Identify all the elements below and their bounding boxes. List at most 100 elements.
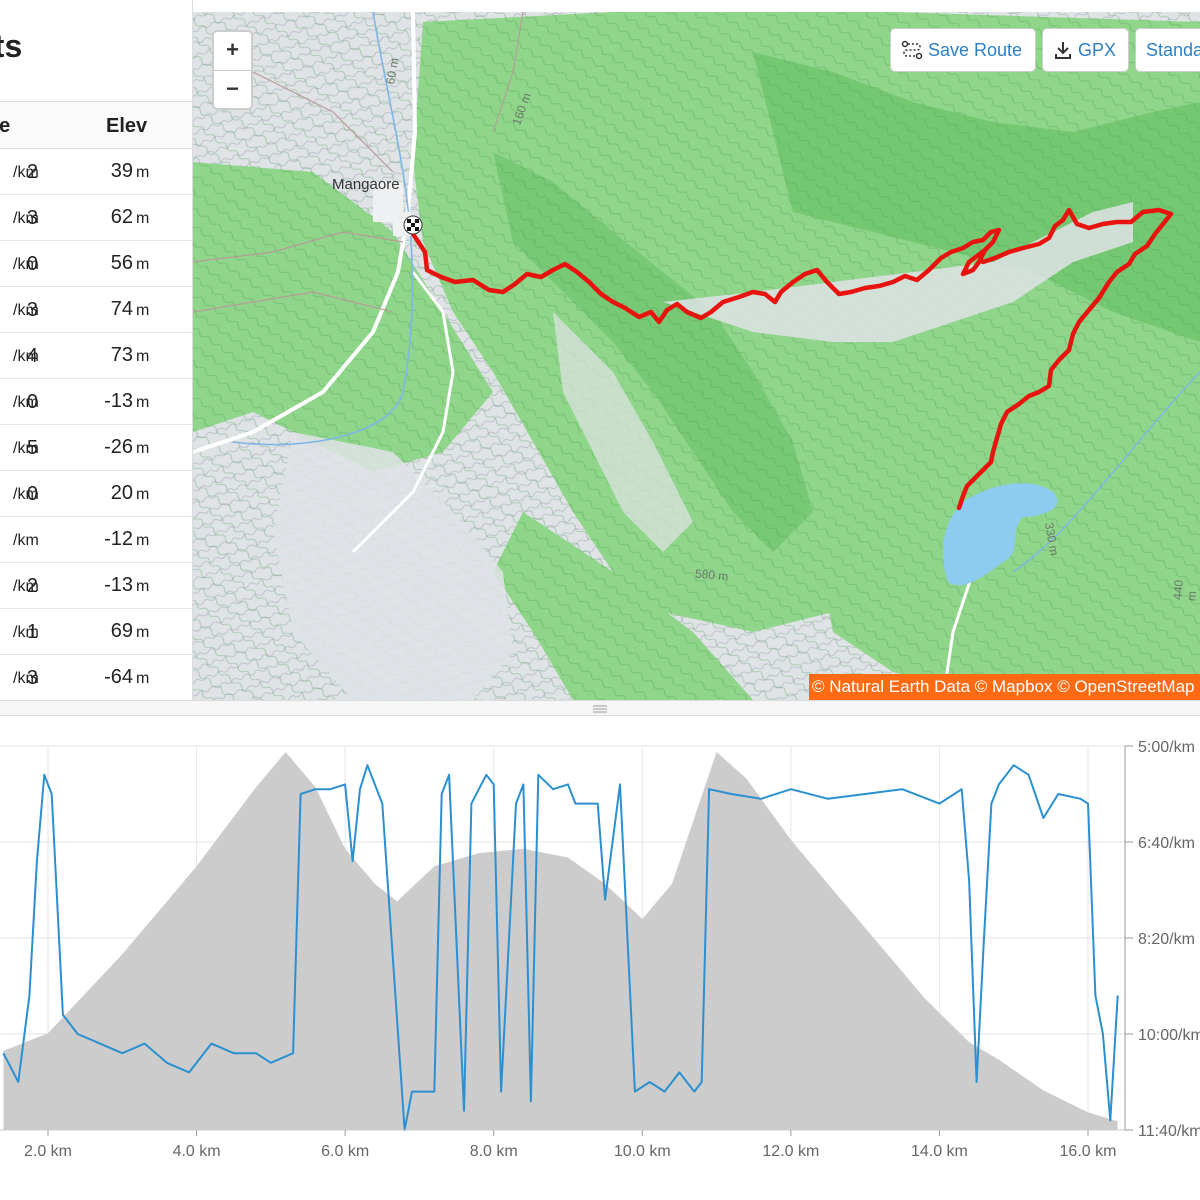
- split-row[interactable]: 5/km -26 m: [0, 425, 192, 471]
- split-pace-unit: /km: [13, 578, 39, 595]
- save-route-label: Save Route: [928, 40, 1023, 60]
- x-axis: 2.0 km 4.0 km 6.0 km 8.0 km 10.0 km 12.0 km 14…: [24, 1130, 1116, 1160]
- split-pace-unit: /km: [13, 440, 39, 457]
- pace-column-header: ce: [0, 115, 11, 137]
- grip-icon: [593, 705, 607, 713]
- split-pace: 0: [26, 391, 38, 413]
- elev-column-header: Elev: [106, 115, 148, 137]
- split-elevation-unit: m: [136, 624, 150, 641]
- split-elevation: 20: [110, 482, 133, 504]
- x-tick-label: 14.0 km: [911, 1143, 968, 1160]
- split-elevation-unit: m: [136, 440, 150, 457]
- split-row[interactable]: 2/km -13 m: [0, 563, 192, 609]
- split-elevation-unit: m: [136, 486, 150, 503]
- split-elevation: -12: [104, 528, 133, 550]
- split-elevation-unit: m: [136, 532, 150, 549]
- map-style-button[interactable]: Standard: [1135, 28, 1200, 72]
- route-line: [410, 207, 1174, 511]
- split-row[interactable]: 1/km 69 m: [0, 609, 192, 655]
- split-pace: 3: [26, 667, 38, 689]
- split-elevation: -13: [104, 390, 133, 412]
- y-tick-label: 5:00/km: [1138, 739, 1195, 756]
- split-elevation: -64: [104, 666, 133, 688]
- split-elevation: 62: [110, 206, 133, 228]
- map-canvas[interactable]: [193, 12, 1200, 700]
- split-pace: 3: [26, 207, 38, 229]
- split-elevation: 74: [110, 298, 133, 320]
- splits-panel: lits ce Elev 2/km39m3/km62m0/km56m3/km74…: [0, 0, 193, 700]
- elevation-pace-chart[interactable]: 2.0 km 4.0 km 6.0 km 8.0 km 10.0 km 12.0 km 14…: [0, 716, 1200, 1200]
- split-elevation-unit: m: [136, 302, 150, 319]
- x-tick-label: 6.0 km: [321, 1143, 369, 1160]
- split-elevation-unit: m: [136, 394, 150, 411]
- split-pace: 0: [26, 483, 38, 505]
- panel-resize-handle[interactable]: [0, 700, 1200, 716]
- split-elevation: 56: [110, 252, 133, 274]
- split-pace: 5: [26, 437, 38, 459]
- split-elevation-unit: m: [136, 670, 150, 687]
- split-pace-unit: /km: [13, 256, 39, 273]
- split-elevation-unit: m: [136, 210, 150, 227]
- contour-label: 580 m: [694, 566, 729, 584]
- split-elevation: 69: [110, 620, 133, 642]
- split-elevation: 39: [110, 160, 133, 182]
- split-elevation-unit: m: [136, 256, 150, 273]
- split-pace-unit: /km: [13, 670, 39, 687]
- download-icon: [1055, 42, 1071, 59]
- split-pace-unit: /km: [13, 624, 39, 641]
- split-pace-unit: /km: [13, 164, 39, 181]
- zoom-in-button[interactable]: +: [226, 37, 239, 62]
- x-tick-label: 12.0 km: [762, 1143, 819, 1160]
- split-elevation: -13: [104, 574, 133, 596]
- gpx-button[interactable]: GPX: [1042, 28, 1129, 72]
- map-attribution[interactable]: © Natural Earth Data © Mapbox © OpenStre…: [809, 674, 1200, 700]
- y-tick-label: 6:40/km: [1138, 835, 1195, 852]
- y-tick-label: 10:00/km: [1138, 1027, 1200, 1044]
- x-tick-label: 10.0 km: [614, 1143, 671, 1160]
- route-icon: [901, 40, 923, 60]
- split-elevation: -26: [104, 436, 133, 458]
- x-tick-label: 8.0 km: [470, 1143, 518, 1160]
- split-row[interactable]: 2/km 39 m: [0, 149, 192, 195]
- x-tick-label: 16.0 km: [1060, 1143, 1117, 1160]
- split-row[interactable]: 3/km -64 m: [0, 655, 192, 700]
- split-pace-unit: /km: [13, 486, 39, 503]
- split-pace-unit: /km: [13, 394, 39, 411]
- split-pace-unit: /km: [13, 348, 39, 365]
- split-pace-unit: /km: [13, 210, 39, 227]
- y-tick-label: 8:20/km: [1138, 931, 1195, 948]
- split-row[interactable]: 3/km 62 m: [0, 195, 192, 241]
- x-tick-label: 2.0 km: [24, 1143, 72, 1160]
- split-row[interactable]: 0/km 20 m: [0, 471, 192, 517]
- zoom-control: + −: [212, 30, 253, 110]
- contour-label: 440 m: [1170, 579, 1200, 602]
- splits-title: lits: [0, 28, 23, 64]
- splits-header: ce Elev: [0, 101, 192, 149]
- split-pace-unit: /km: [13, 302, 39, 319]
- split-pace-unit: /km: [13, 532, 39, 549]
- x-tick-label: 4.0 km: [173, 1143, 221, 1160]
- splits-table: 2/km 39 m 3/km 62 m 0/km 56 m 3/km 74 m 4/km 73 m 0/km -…: [0, 149, 192, 700]
- split-pace: 2: [26, 575, 38, 597]
- split-elevation-unit: m: [136, 348, 150, 365]
- split-row[interactable]: 4/km 73 m: [0, 333, 192, 379]
- split-elevation-unit: m: [136, 578, 150, 595]
- pace-line: [2, 764, 1119, 1131]
- split-pace: 0: [26, 253, 38, 275]
- split-pace: 1: [26, 621, 38, 643]
- split-row[interactable]: 0/km 56 m: [0, 241, 192, 287]
- split-elevation-unit: m: [136, 164, 150, 181]
- split-row[interactable]: 0/km -13 m: [0, 379, 192, 425]
- split-pace: 3: [26, 299, 38, 321]
- split-elevation: 73: [110, 344, 133, 366]
- y-axis-pace: 5:00/km 6:40/km 8:20/km 10:00/km 11:40/km: [1125, 739, 1200, 1140]
- split-row[interactable]: /km -12 m: [0, 517, 192, 563]
- place-label: Mangaore: [332, 176, 400, 193]
- zoom-out-button[interactable]: −: [214, 70, 251, 108]
- split-row[interactable]: 3/km 74 m: [0, 287, 192, 333]
- map-style-label: Standard: [1146, 40, 1200, 60]
- finish-flag-icon: [403, 215, 423, 235]
- save-route-button[interactable]: Save Route: [890, 28, 1036, 72]
- route-map[interactable]: + − Save Route GPX Standard Mangaore 60 …: [193, 12, 1200, 700]
